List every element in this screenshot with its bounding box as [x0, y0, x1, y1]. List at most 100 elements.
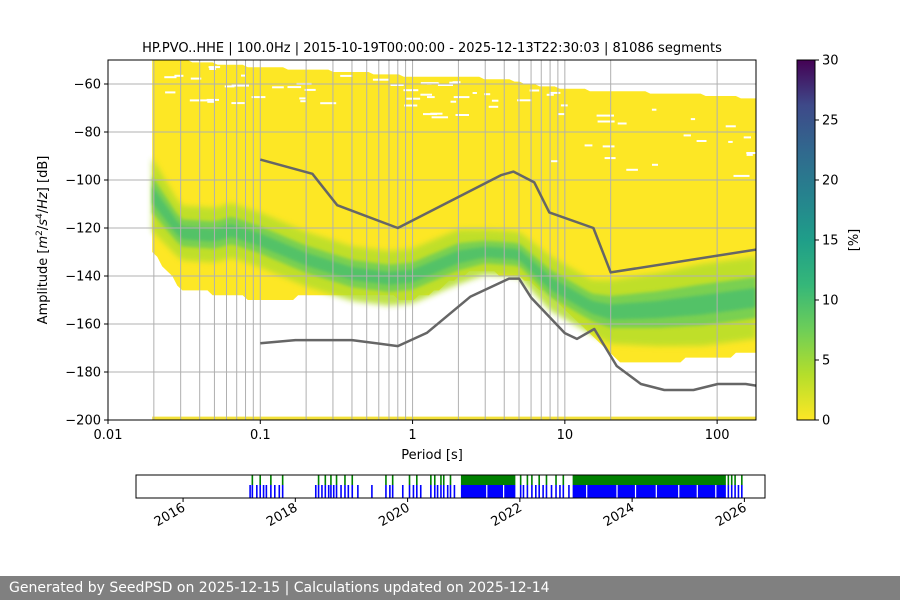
coverage-gap [224, 85, 235, 88]
coverage-gap [423, 113, 438, 116]
timeline-data-tick [440, 485, 442, 498]
x-tick-label: 0.1 [250, 428, 271, 443]
coverage-gap [450, 100, 457, 103]
timeline-data-tick [251, 485, 254, 498]
timeline-gap [586, 485, 588, 498]
timeline-used-tick [344, 475, 346, 485]
colorbar-tick-label: 25 [822, 114, 839, 129]
coverage-gap [626, 168, 638, 171]
timeline-used-tick [324, 475, 327, 485]
colorbar-label: [%] [847, 229, 862, 252]
timeline-gap [486, 485, 488, 498]
timeline-used-tick [519, 475, 522, 485]
coverage-gap [165, 91, 176, 94]
timeline-used-tick [440, 475, 442, 485]
timeline-data-tick [347, 485, 350, 498]
y-axis: −200 −180 −160 −140 −120 −100 −80 −60 [65, 78, 108, 429]
timeline-data-tick [442, 485, 445, 498]
timeline-tick-label: 2026 [713, 500, 749, 530]
timeline-data-tick [335, 485, 338, 498]
coverage-gap [725, 125, 736, 128]
coverage-gap [596, 114, 614, 117]
x-axis: 0.01 0.1 1 10 100 [94, 420, 730, 443]
y-tick-label: −160 [65, 318, 101, 333]
timeline-data-range [460, 485, 516, 498]
timeline-data-tick [408, 485, 411, 498]
y-axis-label: Amplitude [m2/s4/Hz] [dB] [35, 156, 51, 325]
timeline-used-tick [545, 475, 548, 485]
coverage-gap [164, 76, 177, 79]
plot-frame [107, 59, 757, 421]
timeline-data-tick [389, 485, 391, 498]
psd-mode-band [152, 176, 756, 328]
psd-mode-band-core [152, 185, 756, 320]
grid-lines [108, 60, 756, 420]
y-tick-label: −200 [65, 414, 101, 429]
colorbar: 0 5 10 15 20 25 30 [%] [796, 54, 862, 429]
y-tick-label: −80 [74, 126, 101, 141]
timeline-data-tick [737, 485, 740, 498]
timeline-data-tick [412, 485, 415, 498]
coverage-gap [287, 86, 302, 89]
timeline-data-tick [321, 485, 323, 498]
timeline-used-tick [433, 475, 436, 485]
timeline-data-tick [559, 485, 561, 498]
colorbar-tick-label: 20 [822, 174, 839, 189]
coverage-gap [560, 104, 568, 107]
timeline-gap [678, 485, 680, 498]
x-tick-label: 0.01 [94, 428, 123, 443]
coverage-gap [437, 84, 453, 86]
timeline-used-tick [335, 475, 338, 485]
coverage-gap [420, 93, 432, 96]
coverage-gap [427, 96, 435, 99]
timeline-axis: 2016 2018 2020 2022 2024 2026 [152, 498, 749, 530]
coverage-gap [304, 88, 316, 91]
timeline-data-tick [453, 485, 456, 498]
timeline-used-tick [408, 475, 411, 485]
timeline-used-tick [330, 475, 332, 485]
coverage-gap [207, 100, 215, 103]
timeline-data-tick [562, 485, 565, 498]
timeline-data-tick [391, 485, 394, 498]
timeline-data-tick [281, 485, 284, 498]
timeline-used-tick [270, 475, 272, 485]
timeline-gap [655, 485, 657, 498]
coverage-gap [746, 153, 753, 156]
timeline-data-tick [262, 485, 265, 498]
timeline-data-tick [419, 485, 422, 498]
availability-timeline: 2016 2018 2020 2022 2024 2026 [135, 474, 766, 530]
timeline-tick-label: 2016 [152, 500, 188, 530]
timeline-used-tick [562, 475, 565, 485]
timeline-data-tick [259, 485, 262, 498]
timeline-used-tick [317, 475, 320, 485]
coverage-gap [241, 74, 245, 77]
timeline-data-tick [433, 485, 436, 498]
coverage-gap [472, 92, 477, 94]
timeline-data-tick [332, 485, 335, 498]
colorbar-tick-label: 5 [822, 354, 830, 369]
timeline-data-tick [265, 485, 268, 498]
timeline-data-tick [401, 485, 404, 498]
timeline-used-range [572, 475, 726, 485]
coverage-gap [683, 134, 691, 137]
coverage-gap [231, 102, 245, 105]
coverage-gap [320, 102, 337, 105]
timeline-data-tick [734, 485, 736, 498]
psd-plot-area: 0.01 0.1 1 10 100 −200 −180 −160 −140 −120 −100 −8… [65, 59, 757, 443]
timeline-used-tick [730, 475, 733, 485]
coverage-gap [406, 97, 421, 100]
coverage-gap [551, 160, 559, 163]
coverage-gap [529, 89, 540, 92]
coverage-gap [455, 114, 469, 116]
timeline-data-tick [550, 485, 553, 498]
psd-floor-band [152, 416, 756, 420]
y-tick-label: −140 [65, 270, 101, 285]
timeline-used-tick [391, 475, 394, 485]
timeline-tick-label: 2022 [489, 500, 525, 530]
timeline-used-tick [351, 475, 354, 485]
nhnm-model-line [259, 158, 756, 274]
timeline-data-tick [730, 485, 733, 498]
timeline-tick-label: 2024 [601, 500, 637, 530]
coverage-gap [728, 140, 733, 143]
timeline-data-tick [535, 485, 537, 498]
